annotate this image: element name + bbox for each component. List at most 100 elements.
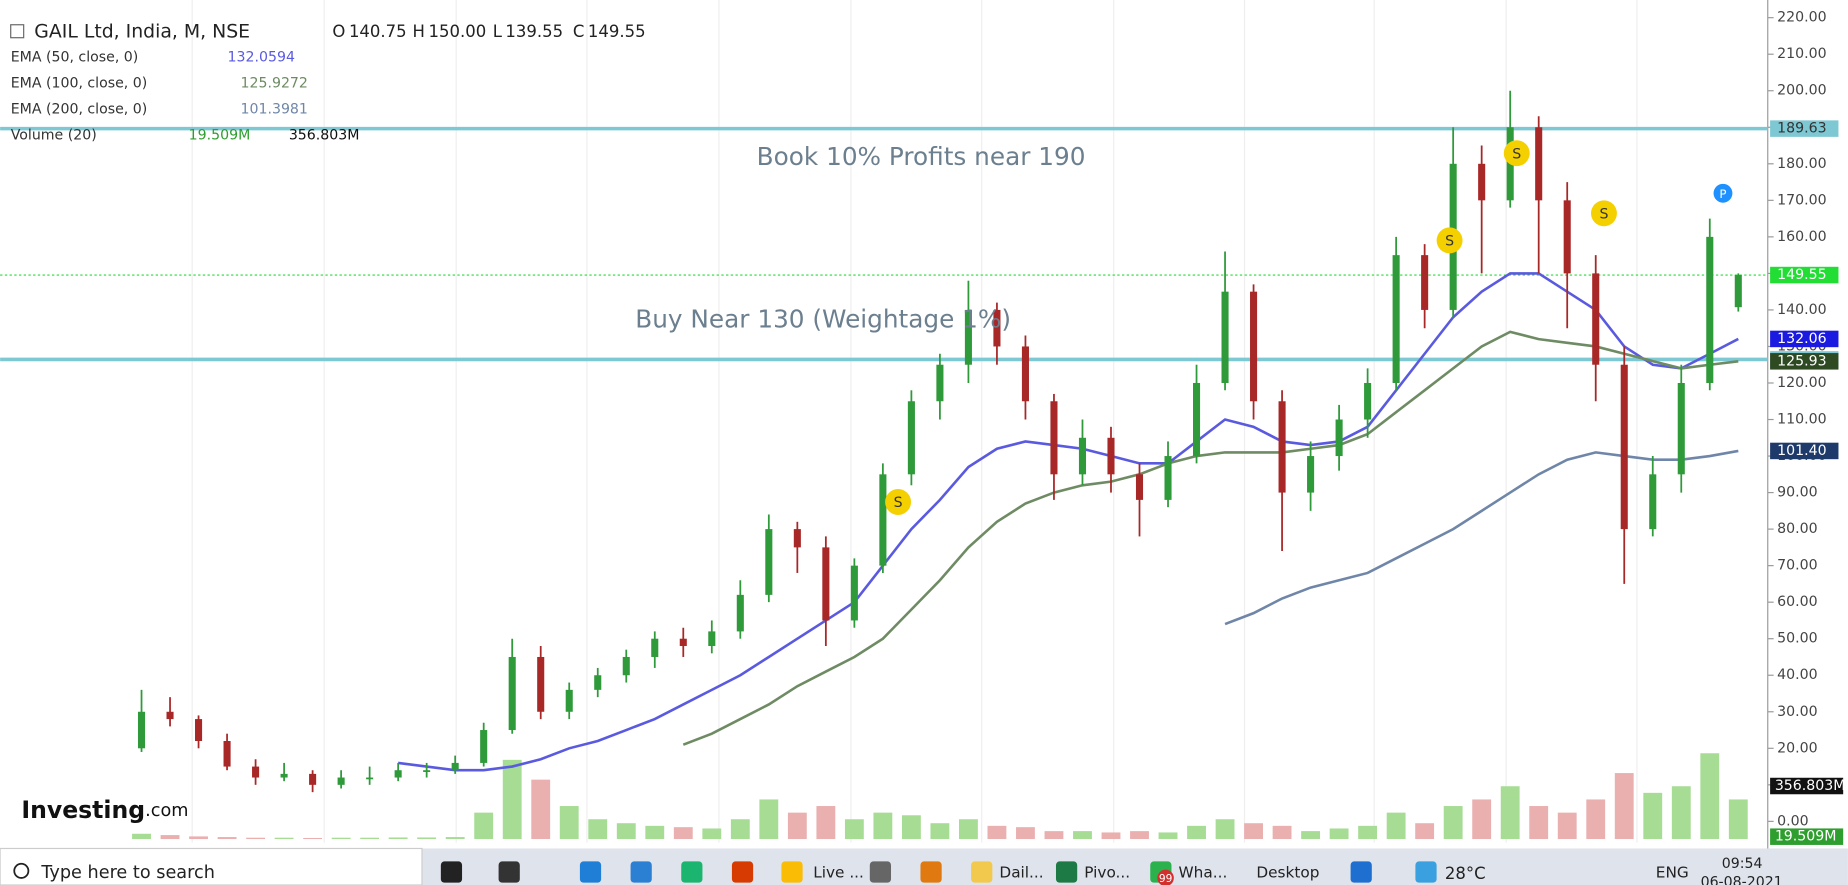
taskbar-icon[interactable] bbox=[731, 861, 754, 883]
candle-body bbox=[1592, 273, 1600, 365]
volume-bar bbox=[1614, 773, 1634, 840]
taskbar-icon[interactable] bbox=[971, 861, 993, 883]
volume-bar bbox=[1329, 828, 1349, 840]
candle-body bbox=[1706, 236, 1714, 383]
indicator-value: 356.803M bbox=[289, 128, 360, 144]
price-badge bbox=[1770, 266, 1839, 284]
logo-brand: Investing bbox=[21, 795, 145, 823]
candle-body bbox=[1078, 437, 1087, 475]
volume-bar bbox=[1415, 823, 1435, 840]
y-tick-label: 200.00 bbox=[1777, 83, 1826, 99]
language: ENG bbox=[1656, 864, 1689, 882]
candle-body bbox=[708, 631, 716, 647]
volume-bar bbox=[474, 812, 494, 840]
clock-date: 06-08-2021 bbox=[1701, 875, 1783, 885]
taskbar-icon[interactable] bbox=[1415, 861, 1437, 883]
logo-suffix: .com bbox=[145, 801, 188, 821]
taskbar-app[interactable]: Dail... bbox=[999, 864, 1043, 882]
y-tick-label: 30.00 bbox=[1777, 704, 1817, 720]
price-badge-label: 125.93 bbox=[1777, 353, 1826, 369]
weather: 28°C bbox=[1445, 864, 1486, 883]
candle-body bbox=[1021, 346, 1029, 402]
volume-bar bbox=[160, 835, 180, 840]
signal-marker bbox=[885, 489, 912, 515]
candle-body bbox=[964, 309, 972, 365]
candle-body bbox=[1734, 275, 1742, 308]
volume-badge-label: 356.803M bbox=[1775, 778, 1846, 794]
volume-bar bbox=[1529, 806, 1549, 840]
volume-bar bbox=[1244, 823, 1263, 840]
volume-bar bbox=[645, 825, 665, 840]
search-box[interactable] bbox=[0, 847, 423, 885]
volume-bar bbox=[1386, 812, 1406, 840]
candle-body bbox=[1649, 474, 1657, 530]
candle-body bbox=[223, 740, 231, 767]
candle-body bbox=[1250, 291, 1258, 402]
candle-body bbox=[1392, 255, 1400, 383]
taskbar-icon[interactable] bbox=[498, 861, 520, 883]
taskbar-icon[interactable] bbox=[579, 861, 602, 883]
volume-bar bbox=[1728, 799, 1748, 840]
volume-bar bbox=[1073, 831, 1092, 840]
taskbar-app[interactable]: Live ... bbox=[813, 864, 864, 882]
indicator-value: 132.0594 bbox=[228, 50, 295, 66]
collapse-icon[interactable] bbox=[10, 24, 25, 39]
candle-body bbox=[1221, 291, 1229, 383]
indicator-name: Volume (20) bbox=[11, 128, 97, 144]
taskbar-app[interactable]: Pivo... bbox=[1084, 864, 1130, 882]
taskbar-icon[interactable] bbox=[869, 861, 892, 883]
candle-body bbox=[736, 594, 744, 632]
candle-body bbox=[993, 309, 1001, 347]
taskbar-icon[interactable] bbox=[1055, 861, 1078, 883]
volume-bar bbox=[1130, 831, 1149, 840]
volume-bar bbox=[1272, 825, 1292, 840]
candle-body bbox=[508, 656, 516, 731]
candle-body bbox=[679, 638, 687, 647]
volume-bar bbox=[274, 837, 294, 840]
ohlc: H 150.00 bbox=[413, 21, 487, 40]
volume-bar bbox=[987, 825, 1007, 840]
y-tick-label: 170.00 bbox=[1777, 192, 1826, 208]
volume-bar bbox=[417, 837, 437, 840]
volume-bar bbox=[1700, 753, 1720, 840]
volume-bar bbox=[132, 833, 151, 840]
volume-bar bbox=[1643, 792, 1663, 840]
ohlc-key: O bbox=[332, 21, 345, 40]
candle-body bbox=[1620, 364, 1628, 530]
candle-body bbox=[1478, 163, 1486, 201]
taskbar-icon[interactable] bbox=[781, 861, 803, 883]
taskbar-icon[interactable] bbox=[920, 861, 942, 883]
taskbar-app[interactable]: Desktop bbox=[1256, 864, 1319, 882]
badge bbox=[1157, 869, 1174, 885]
candle-body bbox=[793, 529, 801, 548]
y-tick-label: 90.00 bbox=[1777, 485, 1817, 501]
y-tick-label: 20.00 bbox=[1777, 740, 1817, 756]
price-badge bbox=[1770, 353, 1839, 370]
taskbar-app[interactable]: Wha... bbox=[1179, 864, 1228, 882]
taskbar-icon[interactable] bbox=[1350, 861, 1372, 883]
ohlc-key: H bbox=[413, 21, 425, 40]
volume-bar bbox=[331, 837, 351, 840]
volume-bar bbox=[1586, 799, 1606, 840]
y-tick-label: 120.00 bbox=[1777, 375, 1826, 391]
candle-body bbox=[423, 770, 431, 772]
ema-line bbox=[682, 330, 1739, 746]
indicator-value: 101.3981 bbox=[241, 102, 308, 118]
volume-bar bbox=[730, 819, 750, 840]
candle-body bbox=[1563, 200, 1571, 274]
candle-body bbox=[565, 689, 573, 712]
signal-marker bbox=[1436, 227, 1463, 254]
indicator-name: EMA (50, close, 0) bbox=[11, 50, 139, 66]
volume-bar bbox=[246, 837, 266, 840]
volume-bar bbox=[1443, 806, 1463, 840]
taskbar-icon[interactable] bbox=[630, 861, 652, 883]
search-placeholder: Type here to search bbox=[40, 863, 215, 883]
signal-marker bbox=[1590, 200, 1617, 227]
taskbar-icon[interactable] bbox=[681, 861, 703, 883]
candle-body bbox=[1107, 437, 1115, 475]
taskbar-icon[interactable] bbox=[440, 861, 463, 883]
volume-bar bbox=[189, 836, 208, 840]
candle-body bbox=[137, 711, 146, 749]
